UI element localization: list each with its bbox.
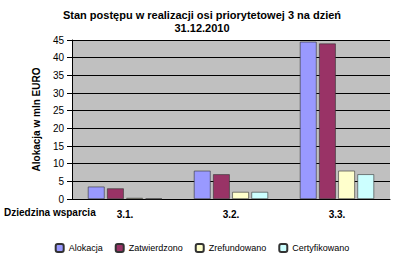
svg-text:Zrefundowano: Zrefundowano xyxy=(209,243,267,253)
svg-text:30: 30 xyxy=(53,88,65,99)
svg-text:3.3.: 3.3. xyxy=(329,209,346,220)
svg-text:45: 45 xyxy=(53,35,65,46)
svg-text:10: 10 xyxy=(53,158,65,169)
svg-text:Dziedzina wsparcia: Dziedzina wsparcia xyxy=(4,207,96,218)
svg-text:40: 40 xyxy=(53,52,65,63)
svg-text:15: 15 xyxy=(53,141,65,152)
svg-text:Certyfikowano: Certyfikowano xyxy=(292,243,349,253)
svg-text:20: 20 xyxy=(53,123,65,134)
svg-text:Alokacja: Alokacja xyxy=(69,243,103,253)
svg-text:5: 5 xyxy=(58,176,64,187)
svg-text:35: 35 xyxy=(53,70,65,81)
svg-text:25: 25 xyxy=(53,105,65,116)
svg-text:Alokacja w mln EURO: Alokacja w mln EURO xyxy=(31,67,42,171)
svg-text:Stan postępu w realizacji osi: Stan postępu w realizacji osi prioryteto… xyxy=(63,9,341,21)
svg-text:Zatwierdzono: Zatwierdzono xyxy=(129,243,183,253)
svg-text:0: 0 xyxy=(58,194,64,205)
svg-text:3.1.: 3.1. xyxy=(117,209,134,220)
svg-text:31.12.2010: 31.12.2010 xyxy=(174,22,229,34)
svg-text:3.2.: 3.2. xyxy=(223,209,240,220)
